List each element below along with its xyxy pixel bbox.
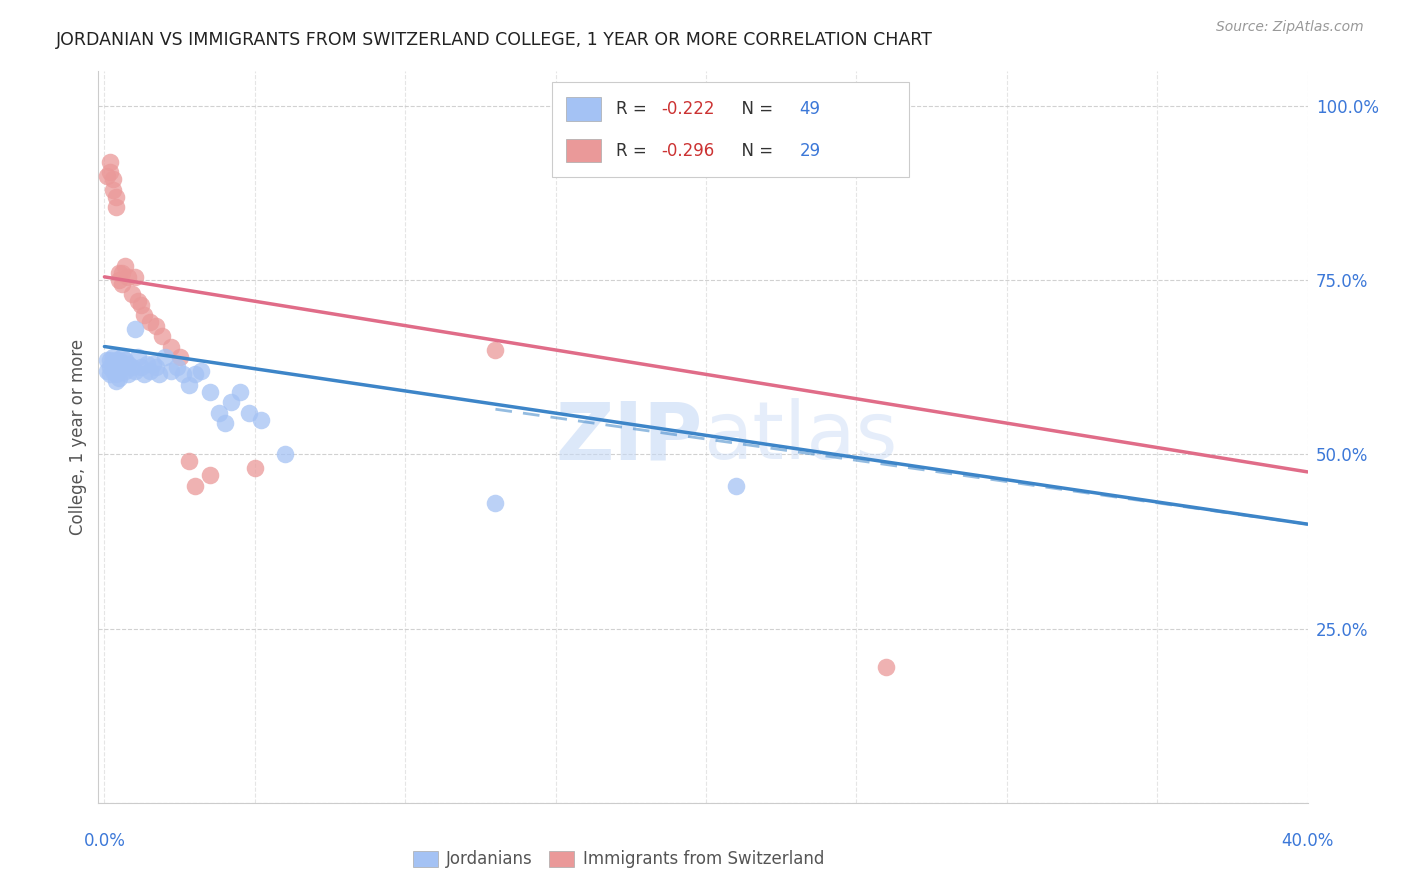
Legend: Jordanians, Immigrants from Switzerland: Jordanians, Immigrants from Switzerland: [406, 844, 831, 875]
Point: [135, 357, 157, 371]
Point: [103, 183, 125, 197]
FancyBboxPatch shape: [567, 139, 602, 162]
Text: R =: R =: [616, 100, 652, 118]
Text: 49: 49: [800, 100, 821, 118]
Point: [105, 190, 128, 204]
Point: [100, 360, 122, 375]
Point: [208, 406, 231, 420]
Point: [250, 412, 273, 426]
Text: -0.296: -0.296: [662, 142, 714, 160]
Text: R =: R =: [616, 142, 652, 160]
Point: [177, 454, 200, 468]
Text: Source: ZipAtlas.com: Source: ZipAtlas.com: [1216, 21, 1364, 34]
Point: [243, 461, 266, 475]
Point: [103, 350, 125, 364]
Text: -0.222: -0.222: [662, 100, 716, 118]
Point: [103, 364, 125, 378]
Point: [198, 384, 221, 399]
Point: [108, 353, 131, 368]
Point: [229, 384, 252, 399]
Point: [484, 343, 506, 357]
Y-axis label: College, 1 year or more: College, 1 year or more: [69, 339, 87, 535]
Point: [111, 350, 134, 364]
Point: [183, 479, 205, 493]
FancyBboxPatch shape: [567, 97, 602, 120]
Point: [138, 364, 160, 378]
Point: [108, 266, 131, 280]
Point: [238, 406, 260, 420]
Point: [150, 329, 173, 343]
Point: [121, 287, 143, 301]
Point: [129, 360, 152, 375]
Point: [100, 155, 122, 169]
Point: [138, 315, 160, 329]
Point: [132, 308, 155, 322]
Point: [124, 322, 146, 336]
Point: [117, 368, 139, 382]
Point: [172, 368, 194, 382]
Point: [114, 364, 136, 378]
Point: [105, 360, 128, 375]
Point: [108, 273, 131, 287]
Point: [108, 371, 131, 385]
Text: N =: N =: [731, 100, 778, 118]
Point: [219, 395, 242, 409]
Point: [111, 360, 134, 375]
Point: [124, 269, 146, 284]
Point: [148, 368, 170, 382]
Point: [127, 350, 149, 364]
Point: [127, 294, 149, 309]
Point: [190, 364, 212, 378]
Point: [117, 357, 139, 371]
Point: [177, 377, 200, 392]
Text: JORDANIAN VS IMMIGRANTS FROM SWITZERLAND COLLEGE, 1 YEAR OR MORE CORRELATION CHA: JORDANIAN VS IMMIGRANTS FROM SWITZERLAND…: [56, 31, 934, 49]
Text: 29: 29: [800, 142, 821, 160]
Text: ZIP: ZIP: [555, 398, 703, 476]
Point: [169, 350, 191, 364]
Text: atlas: atlas: [703, 398, 897, 476]
Point: [114, 353, 136, 368]
Point: [129, 298, 152, 312]
Text: N =: N =: [731, 142, 778, 160]
Point: [274, 448, 297, 462]
Point: [145, 360, 167, 375]
Point: [159, 339, 181, 353]
Point: [875, 660, 897, 674]
Point: [100, 353, 122, 368]
Point: [114, 260, 136, 274]
Point: [725, 479, 748, 493]
Point: [198, 468, 221, 483]
Point: [103, 172, 125, 186]
Point: [105, 353, 128, 368]
Point: [96, 169, 118, 183]
Point: [96, 353, 118, 368]
Text: 0.0%: 0.0%: [83, 832, 125, 850]
Point: [153, 350, 176, 364]
Point: [100, 368, 122, 382]
Point: [96, 364, 118, 378]
Point: [105, 200, 128, 214]
Point: [142, 357, 165, 371]
Point: [103, 357, 125, 371]
Point: [166, 360, 188, 375]
Point: [484, 496, 506, 510]
Point: [183, 368, 205, 382]
Point: [145, 318, 167, 333]
Point: [105, 368, 128, 382]
Point: [132, 368, 155, 382]
Point: [108, 364, 131, 378]
FancyBboxPatch shape: [551, 82, 908, 178]
Point: [100, 165, 122, 179]
Point: [111, 277, 134, 291]
Text: 40.0%: 40.0%: [1281, 832, 1334, 850]
Point: [159, 364, 181, 378]
Point: [124, 364, 146, 378]
Point: [121, 360, 143, 375]
Point: [111, 266, 134, 280]
Point: [214, 416, 236, 430]
Point: [117, 269, 139, 284]
Point: [105, 375, 128, 389]
